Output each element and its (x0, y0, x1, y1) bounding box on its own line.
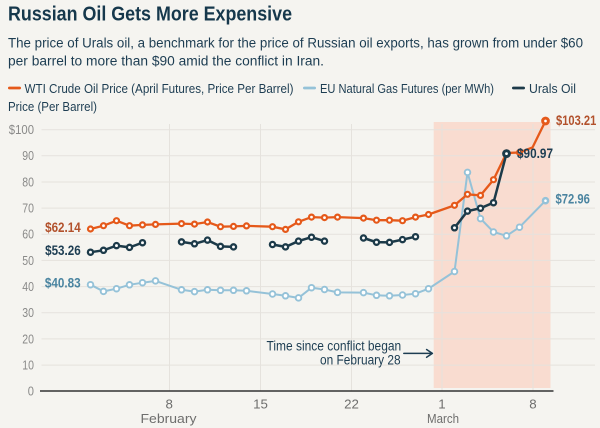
svg-text:EU Natural Gas Futures (per MW: EU Natural Gas Futures (per MWh) (320, 81, 494, 96)
svg-text:March: March (427, 411, 459, 426)
svg-text:$40.83: $40.83 (45, 276, 81, 291)
svg-text:80: 80 (22, 175, 34, 189)
svg-text:60: 60 (22, 228, 34, 242)
svg-text:on February 28: on February 28 (320, 352, 401, 367)
svg-text:10: 10 (22, 358, 34, 372)
svg-text:February: February (141, 411, 197, 426)
svg-text:$90.97: $90.97 (517, 146, 553, 161)
svg-text:8: 8 (165, 397, 172, 412)
svg-text:Time since conflict began: Time since conflict began (267, 339, 402, 354)
svg-text:90: 90 (22, 149, 34, 163)
svg-text:$100: $100 (9, 123, 34, 137)
svg-text:per barrel to more than $90 am: per barrel to more than $90 amid the con… (8, 54, 324, 69)
svg-text:15: 15 (253, 397, 268, 412)
svg-text:$72.96: $72.96 (556, 192, 591, 207)
svg-text:$53.26: $53.26 (45, 243, 81, 258)
svg-text:Russian Oil Gets More Expensiv: Russian Oil Gets More Expensive (8, 4, 292, 26)
svg-text:8: 8 (529, 397, 536, 412)
svg-text:20: 20 (22, 332, 34, 346)
svg-text:The price of Urals oil, a benc: The price of Urals oil, a benchmark for … (8, 36, 583, 51)
svg-text:Urals Oil: Urals Oil (529, 81, 576, 96)
svg-text:Price (Per Barrel): Price (Per Barrel) (8, 99, 97, 114)
svg-text:30: 30 (22, 306, 34, 320)
svg-text:1: 1 (438, 397, 445, 412)
svg-text:40: 40 (22, 280, 34, 294)
svg-text:50: 50 (22, 254, 34, 268)
svg-text:70: 70 (22, 202, 34, 216)
svg-text:$62.14: $62.14 (45, 220, 81, 235)
svg-text:WTI Crude Oil Price (April Fut: WTI Crude Oil Price (April Futures, Pric… (25, 81, 294, 96)
svg-text:$103.21: $103.21 (556, 113, 597, 128)
svg-text:0: 0 (28, 385, 34, 399)
svg-text:22: 22 (344, 397, 359, 412)
